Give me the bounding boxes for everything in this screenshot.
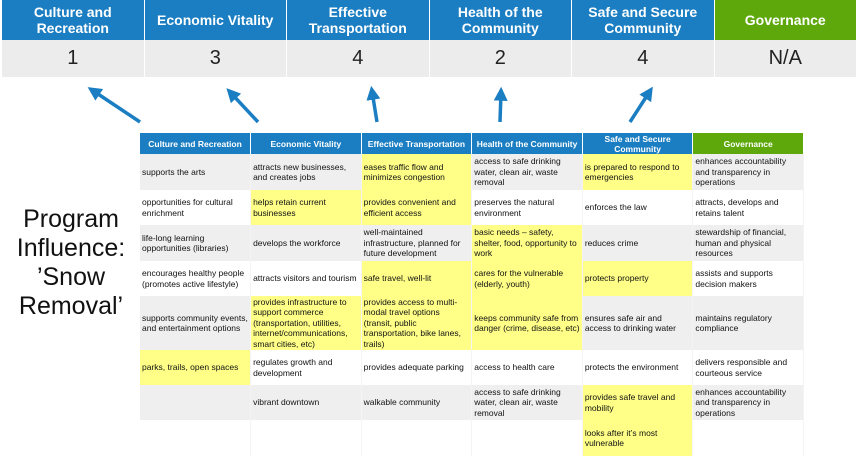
arrow-icon bbox=[366, 85, 381, 123]
table-row: opportunities for cultural enrichment hel… bbox=[140, 190, 804, 225]
table-cell: maintains regulatory compliance bbox=[692, 296, 804, 350]
table-cell: encourages healthy people (promotes acti… bbox=[140, 261, 252, 296]
table-header: Safe and Secure Community bbox=[582, 133, 694, 154]
table-header: Health of the Community bbox=[471, 133, 583, 154]
table-row: life-long learning opportunities (librar… bbox=[140, 225, 804, 261]
table-cell bbox=[692, 420, 804, 456]
table-row: parks, trails, open spaces regulates grow… bbox=[140, 350, 804, 385]
table-cell: is prepared to respond to emergencies bbox=[582, 154, 694, 190]
table-cell: parks, trails, open spaces bbox=[140, 350, 252, 385]
table-cell: assists and supports decision makers bbox=[692, 261, 804, 296]
category-score: 2 bbox=[429, 40, 572, 77]
table-cell: looks after it’s most vulnerable bbox=[582, 420, 694, 456]
arrow-icon bbox=[628, 86, 653, 123]
table-cell bbox=[471, 420, 583, 456]
category-score: 1 bbox=[2, 40, 145, 77]
table-cell: attracts new businesses, and creates job… bbox=[250, 154, 362, 190]
table-row: supports community events, and entertain… bbox=[140, 296, 804, 350]
arrow-icon bbox=[87, 87, 141, 124]
table-cell: opportunities for cultural enrichment bbox=[140, 190, 252, 225]
category-score: 4 bbox=[572, 40, 715, 77]
category-score: 4 bbox=[287, 40, 430, 77]
table-cell: provides convenient and efficient access bbox=[361, 190, 473, 225]
table-cell: keeps community safe from danger (crime,… bbox=[471, 296, 583, 350]
category-score: N/A bbox=[714, 40, 857, 77]
arrow-icon bbox=[493, 86, 508, 123]
table-cell: stewardship of financial, human and phys… bbox=[692, 225, 804, 261]
category-header: Governance bbox=[714, 0, 857, 40]
table-cell: enforces the law bbox=[582, 190, 694, 225]
table-header: Economic Vitality bbox=[250, 133, 362, 154]
category-header: Economic Vitality bbox=[144, 0, 287, 40]
table-header: Culture and Recreation bbox=[140, 133, 252, 154]
table-cell: develops the workforce bbox=[250, 225, 362, 261]
table-cell: life-long learning opportunities (librar… bbox=[140, 225, 252, 261]
table-cell: provides infrastructure to support comme… bbox=[250, 296, 362, 350]
table-cell: eases traffic flow and minimizes congest… bbox=[361, 154, 473, 190]
table-row: encourages healthy people (promotes acti… bbox=[140, 261, 804, 296]
table-cell: well-maintained infrastructure, planned … bbox=[361, 225, 473, 261]
category-score: 3 bbox=[144, 40, 287, 77]
table-cell: basic needs – safety, shelter, food, opp… bbox=[471, 225, 583, 261]
table-cell: reduces crime bbox=[582, 225, 694, 261]
table-cell bbox=[140, 385, 252, 420]
table-cell: provides adequate parking bbox=[361, 350, 473, 385]
category-header: Health of the Community bbox=[429, 0, 572, 40]
table-cell: access to safe drinking water, clean air… bbox=[471, 154, 583, 190]
category-header: Effective Transportation bbox=[287, 0, 430, 40]
table-cell: regulates growth and development bbox=[250, 350, 362, 385]
influence-table: Culture and Recreation Economic Vitality E… bbox=[140, 133, 804, 456]
arrow-icon bbox=[226, 88, 260, 124]
table-cell: access to health care bbox=[471, 350, 583, 385]
table-header: Governance bbox=[692, 133, 804, 154]
table-row: supports the arts attracts new businesses… bbox=[140, 154, 804, 190]
table-cell bbox=[140, 420, 252, 456]
table-cell: safe travel, well-lit bbox=[361, 261, 473, 296]
category-header: Culture and Recreation bbox=[2, 0, 145, 40]
table-cell: provides safe travel and mobility bbox=[582, 385, 694, 420]
table-cell: delivers responsible and courteous servi… bbox=[692, 350, 804, 385]
table-cell: attracts, develops and retains talent bbox=[692, 190, 804, 225]
table-cell: walkable community bbox=[361, 385, 473, 420]
table-cell: cares for the vulnerable (elderly, youth… bbox=[471, 261, 583, 296]
table-cell: preserves the natural environment bbox=[471, 190, 583, 225]
table-cell: protects property bbox=[582, 261, 694, 296]
table-cell: vibrant downtown bbox=[250, 385, 362, 420]
table-row: vibrant downtown walkable community access… bbox=[140, 385, 804, 420]
table-cell: provides access to multi-modal travel op… bbox=[361, 296, 473, 350]
table-cell: ensures safe air and access to drinking … bbox=[582, 296, 694, 350]
category-header: Safe and Secure Community bbox=[572, 0, 715, 40]
program-influence-label: Program Influence: ’Snow Removal’ bbox=[16, 205, 126, 320]
category-scores: Culture and Recreation Economic Vitality E… bbox=[2, 0, 857, 77]
table-cell: enhances accountability and transparency… bbox=[692, 385, 804, 420]
table-row: looks after it’s most vulnerable bbox=[140, 420, 804, 456]
table-cell bbox=[250, 420, 362, 456]
table-cell: enhances accountability and transparency… bbox=[692, 154, 804, 190]
table-cell: helps retain current businesses bbox=[250, 190, 362, 225]
table-cell: protects the environment bbox=[582, 350, 694, 385]
table-cell: access to safe drinking water, clean air… bbox=[471, 385, 583, 420]
table-cell: attracts visitors and tourism bbox=[250, 261, 362, 296]
table-cell: supports the arts bbox=[140, 154, 252, 190]
table-header: Effective Transportation bbox=[361, 133, 473, 154]
table-cell: supports community events, and entertain… bbox=[140, 296, 252, 350]
table-cell bbox=[361, 420, 473, 456]
